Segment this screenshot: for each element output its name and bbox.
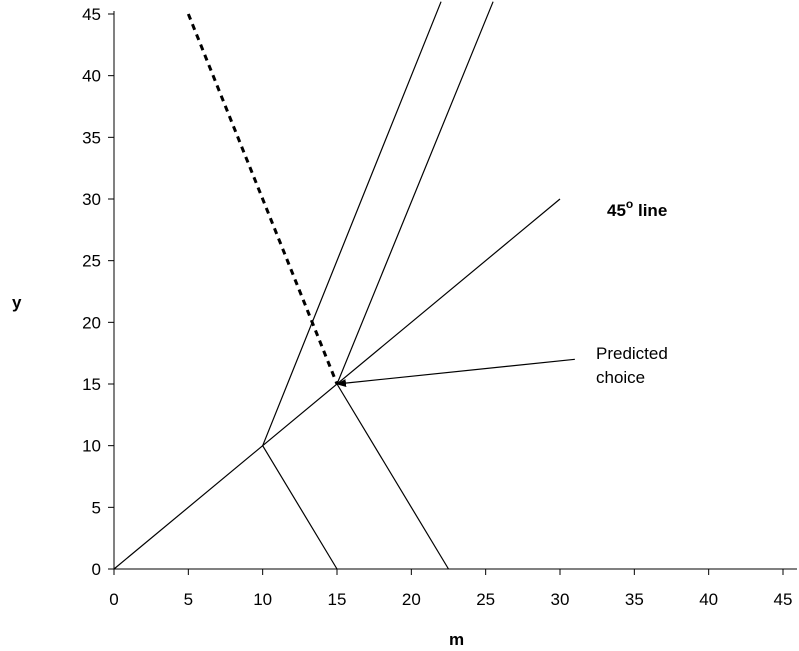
ticks: 0 5 10 15 20 25 30 35 40 45 0 5 10 15 20 25 30 35 40 45 — [82, 5, 792, 609]
x-tick-label: 35 — [625, 590, 644, 609]
series-line-4 — [336, 383, 450, 570]
x-tick-label: 30 — [551, 590, 570, 609]
y-tick-label: 5 — [92, 498, 101, 517]
y-tick-label: 35 — [82, 128, 101, 147]
y-tick-label: 30 — [82, 190, 101, 209]
x-tick-label: 20 — [402, 590, 421, 609]
series-line-3 — [262, 445, 338, 570]
series-line-1 — [262, 1, 442, 446]
y-tick-label: 15 — [82, 375, 101, 394]
y-tick-label: 10 — [82, 437, 101, 456]
y-tick-label: 45 — [82, 5, 101, 24]
series-group — [113, 1, 561, 570]
annotation-45-line: 45o line — [607, 197, 667, 220]
annotations: 45o line Predicted choice — [336, 197, 668, 388]
y-tick-label: 20 — [82, 313, 101, 332]
predicted-choice-arrow — [336, 358, 575, 388]
x-tick-label: 40 — [699, 590, 718, 609]
x-tick-label: 5 — [184, 590, 193, 609]
x-tick-label: 10 — [253, 590, 272, 609]
x-axis-title: m — [449, 630, 464, 649]
y-tick-label: 25 — [82, 252, 101, 271]
x-tick-label: 15 — [328, 590, 347, 609]
x-tick-label: 45 — [774, 590, 793, 609]
x-tick-label: 25 — [476, 590, 495, 609]
y-axis-title: y — [12, 293, 22, 312]
annotation-predicted-choice-line1: Predicted — [596, 344, 668, 363]
axes — [113, 11, 797, 570]
y-tick-label: 40 — [82, 67, 101, 86]
series-line-2 — [336, 1, 494, 385]
y-tick-label: 0 — [92, 560, 101, 579]
x-tick-label: 0 — [109, 590, 118, 609]
annotation-predicted-choice-line2: choice — [596, 368, 645, 387]
series-line-5 — [186, 13, 339, 385]
